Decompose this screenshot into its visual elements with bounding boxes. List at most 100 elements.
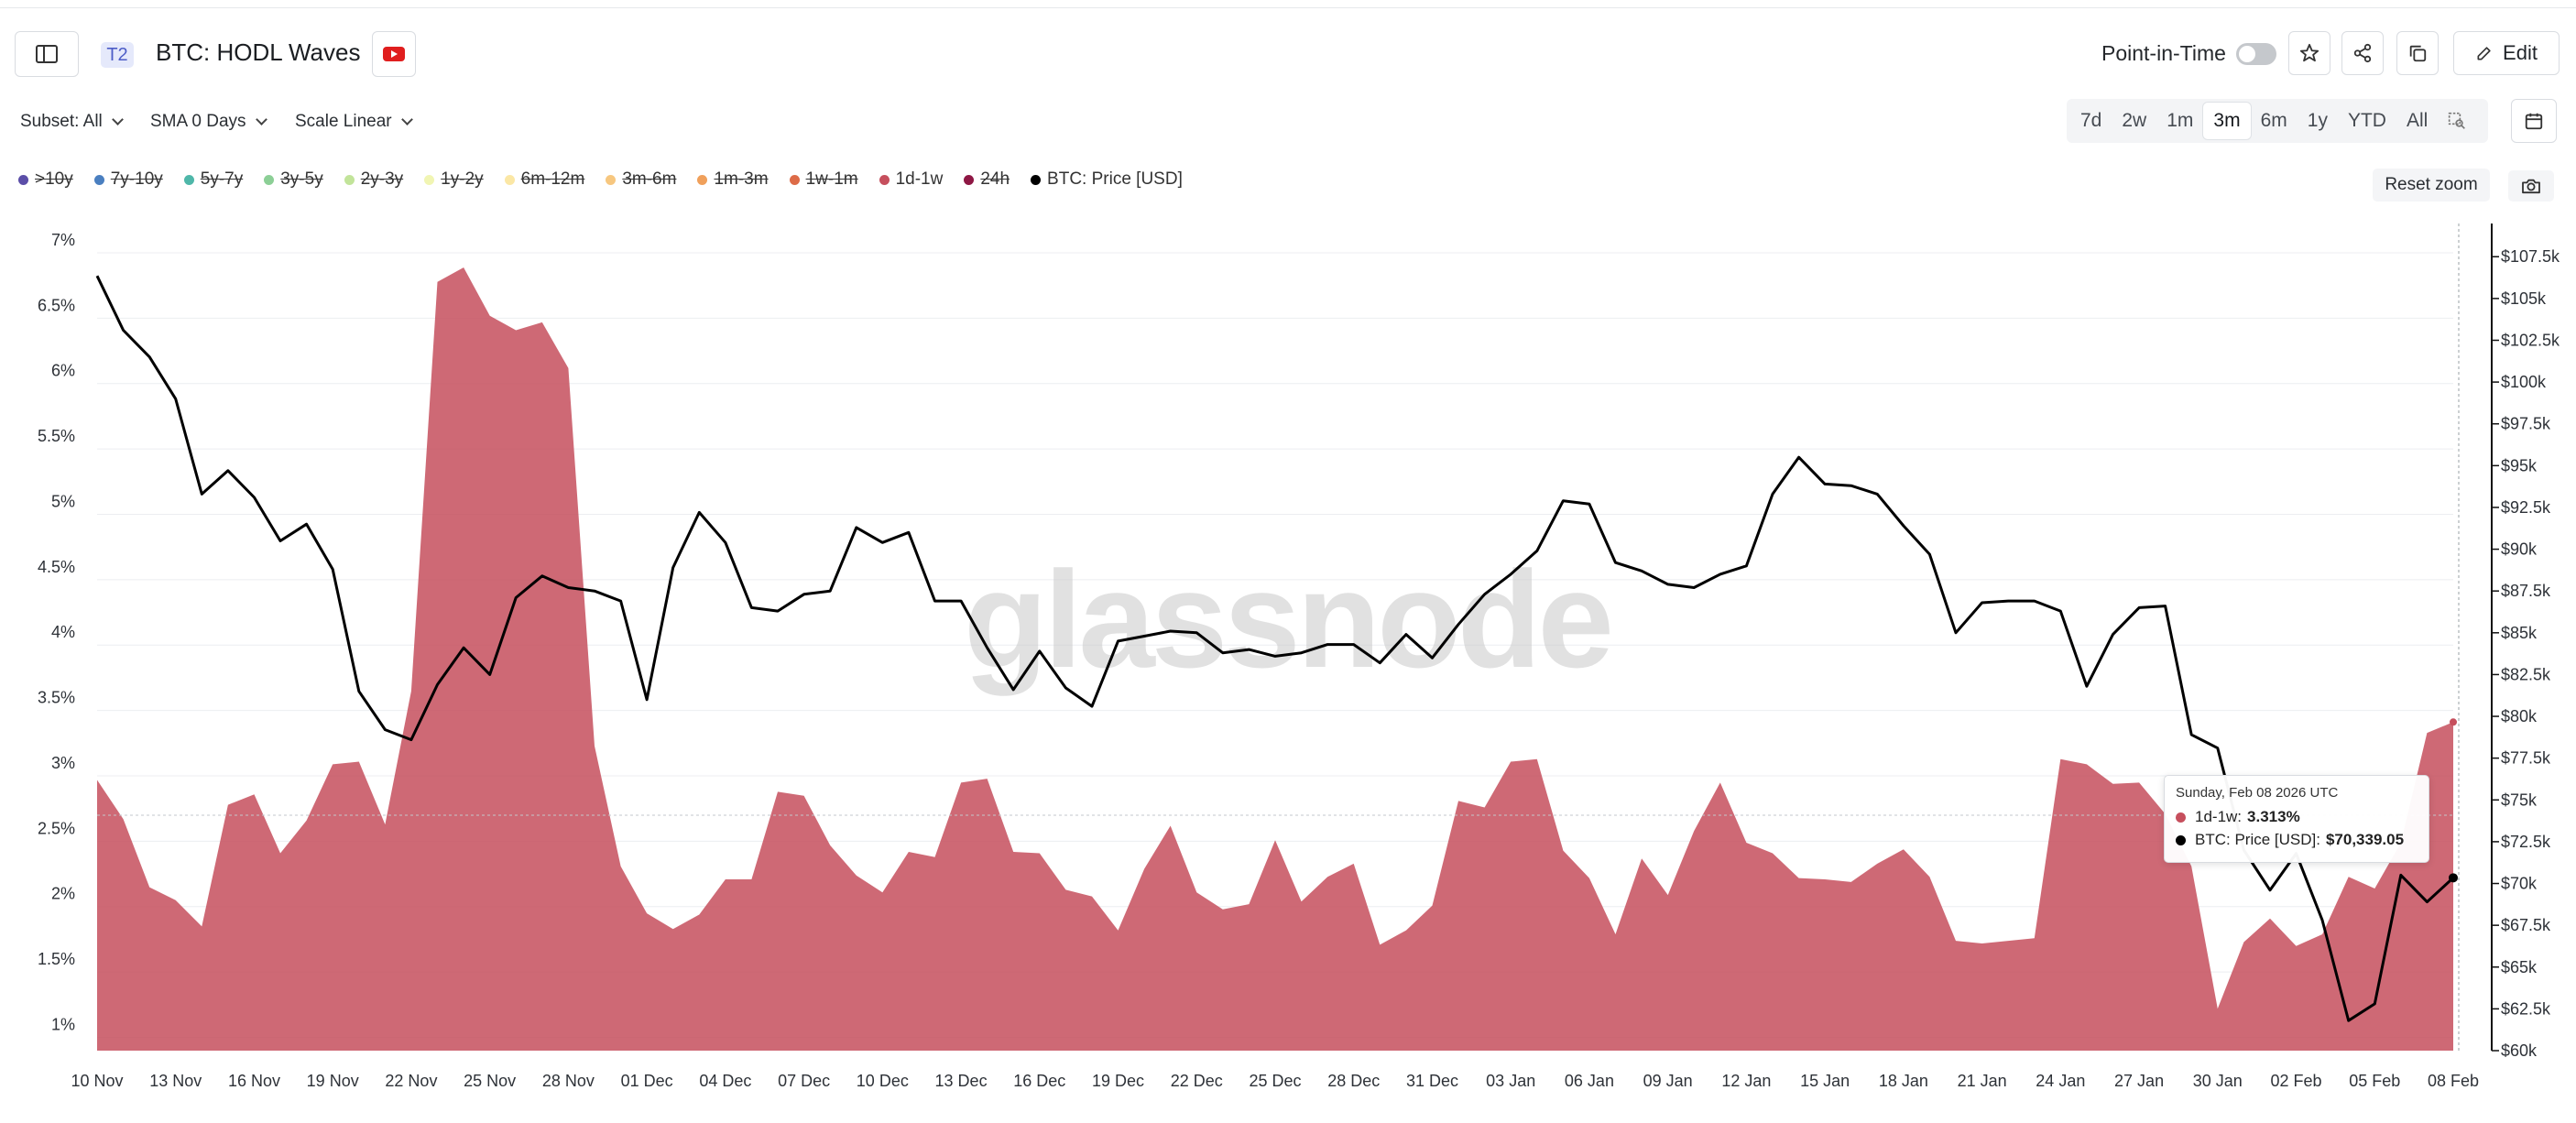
tooltip-swatch: [2176, 812, 2186, 823]
y-left-tick-label: 2%: [51, 885, 75, 903]
x-tick-label: 07 Dec: [778, 1072, 830, 1090]
youtube-button[interactable]: [372, 31, 416, 77]
y-left-tick-label: 5.5%: [38, 427, 75, 445]
point-in-time-label: Point-in-Time: [2101, 41, 2226, 65]
subset-dropdown[interactable]: Subset: All: [20, 112, 124, 132]
x-tick-label: 01 Dec: [621, 1072, 673, 1090]
range-all[interactable]: All: [2406, 110, 2429, 131]
sma-label: SMA 0 Days: [150, 112, 246, 131]
legend-label: 1y-2y: [441, 169, 484, 189]
sma-dropdown[interactable]: SMA 0 Days: [150, 112, 267, 132]
screenshot-button[interactable]: [2508, 170, 2554, 202]
legend-item-1d-1w[interactable]: 1d-1w: [879, 169, 943, 190]
range-1y[interactable]: 1y: [2307, 110, 2328, 131]
point-btc-price-current: [2449, 873, 2458, 883]
zoom-select-button[interactable]: [2438, 103, 2476, 139]
legend-label: 6m-12m: [520, 169, 585, 189]
legend-item-btc-price[interactable]: BTC: Price [USD]: [1031, 169, 1183, 190]
x-tick-label: 08 Feb: [2428, 1072, 2479, 1090]
legend-item-6m-12m[interactable]: 6m-12m: [504, 169, 585, 190]
copy-icon: [2409, 45, 2427, 62]
range-1m[interactable]: 1m: [2167, 110, 2194, 131]
legend-item-3y-5y[interactable]: 3y-5y: [264, 169, 323, 190]
scale-dropdown[interactable]: Scale Linear: [295, 112, 413, 132]
share-button[interactable]: [2341, 31, 2384, 75]
range-ytd[interactable]: YTD: [2347, 110, 2386, 131]
legend-item-10y-plus[interactable]: >10y: [18, 169, 73, 190]
x-tick-label: 09 Jan: [1643, 1072, 1693, 1090]
x-tick-label: 30 Jan: [2193, 1072, 2243, 1090]
x-tick-label: 03 Jan: [1486, 1072, 1535, 1090]
page-title: BTC: HODL Waves: [156, 38, 361, 66]
range-7d[interactable]: 7d: [2080, 110, 2102, 131]
legend-item-1m-3m[interactable]: 1m-3m: [697, 169, 769, 190]
legend-item-7y-10y[interactable]: 7y-10y: [93, 169, 163, 190]
legend-label: >10y: [35, 169, 73, 189]
legend-label: 3y-5y: [280, 169, 323, 189]
legend-label: BTC: Price [USD]: [1047, 169, 1183, 189]
legend-swatch: [264, 174, 275, 185]
chevron-down-icon: [400, 114, 413, 125]
y-left-tick-label: 2.5%: [38, 819, 75, 837]
y-right-tick-label: $60k: [2501, 1041, 2538, 1060]
x-tick-label: 19 Nov: [307, 1072, 359, 1090]
y-left-tick-label: 1.5%: [38, 950, 75, 968]
edit-button[interactable]: Edit: [2453, 31, 2560, 75]
tooltip-row-btc-price: BTC: Price [USD]: $70,339.05: [2176, 831, 2418, 849]
legend-label: 2y-3y: [360, 169, 404, 189]
x-tick-label: 22 Dec: [1171, 1072, 1223, 1090]
x-tick-label: 25 Dec: [1249, 1072, 1301, 1090]
legend-item-1w-1m[interactable]: 1w-1m: [789, 169, 858, 190]
pencil-icon: [2477, 47, 2491, 60]
x-tick-label: 04 Dec: [699, 1072, 751, 1090]
point-in-time-toggle[interactable]: [2236, 43, 2276, 65]
y-left-tick-label: 1%: [51, 1015, 75, 1033]
calendar-icon: [2525, 113, 2543, 130]
legend-swatch: [93, 174, 104, 185]
legend-item-5y-7y[interactable]: 5y-7y: [183, 169, 243, 190]
y-right-tick-label: $97.5k: [2501, 415, 2551, 433]
y-right-tick-label: $92.5k: [2501, 498, 2551, 517]
legend-item-2y-3y[interactable]: 2y-3y: [344, 169, 403, 190]
x-tick-label: 13 Dec: [935, 1072, 988, 1090]
y-right-tick-label: $70k: [2501, 875, 2538, 893]
x-tick-label: 31 Dec: [1406, 1072, 1458, 1090]
legend-item-1y-2y[interactable]: 1y-2y: [424, 169, 484, 190]
y-left-tick-label: 5%: [51, 492, 75, 510]
y-right-tick-label: $80k: [2501, 707, 2538, 725]
tooltip-swatch: [2176, 834, 2186, 845]
range-6m[interactable]: 6m: [2260, 110, 2287, 131]
x-tick-label: 05 Feb: [2349, 1072, 2400, 1090]
legend-swatch: [606, 174, 617, 185]
y-right-tick-label: $107.5k: [2501, 247, 2560, 266]
legend-swatch: [183, 174, 194, 185]
chevron-down-icon: [111, 114, 124, 125]
reset-zoom-button[interactable]: Reset zoom: [2373, 169, 2490, 202]
legend-item-3m-6m[interactable]: 3m-6m: [606, 169, 676, 190]
legend-swatch: [344, 174, 355, 185]
sidebar-icon: [36, 45, 58, 63]
x-tick-label: 28 Dec: [1327, 1072, 1380, 1090]
x-tick-label: 28 Nov: [542, 1072, 595, 1090]
range-3m[interactable]: 3m: [2203, 103, 2251, 139]
hodl-waves-chart[interactable]: glassnode 1% 1.5% 2% 2.5% 3% 3.5% 4% 4.5% 5% 5.5%…: [0, 211, 2576, 1123]
y-right-tick-label: $65k: [2501, 958, 2538, 976]
x-tick-label: 25 Nov: [464, 1072, 516, 1090]
series-btc-price: [95, 275, 2455, 1022]
legend-swatch: [697, 174, 708, 185]
y-left-tick-label: 3%: [51, 754, 75, 772]
favorite-button[interactable]: [2288, 31, 2330, 75]
sidebar-toggle-button[interactable]: [15, 31, 79, 77]
duplicate-button[interactable]: [2396, 31, 2439, 75]
line-btc-price: [95, 275, 2455, 1022]
series-1d-1w: [97, 267, 2453, 1051]
legend-label: 1w-1m: [805, 169, 858, 189]
x-tick-label: 15 Jan: [1800, 1072, 1850, 1090]
range-2w[interactable]: 2w: [2122, 110, 2147, 131]
y-right-tick-label: $62.5k: [2501, 999, 2551, 1018]
calendar-button[interactable]: [2511, 99, 2557, 143]
legend-item-24h[interactable]: 24h: [964, 169, 1010, 190]
y-right-tick-label: $72.5k: [2501, 833, 2551, 851]
y-left-tick-label: 7%: [51, 231, 75, 249]
y-right-tick-label: $105k: [2501, 289, 2547, 308]
